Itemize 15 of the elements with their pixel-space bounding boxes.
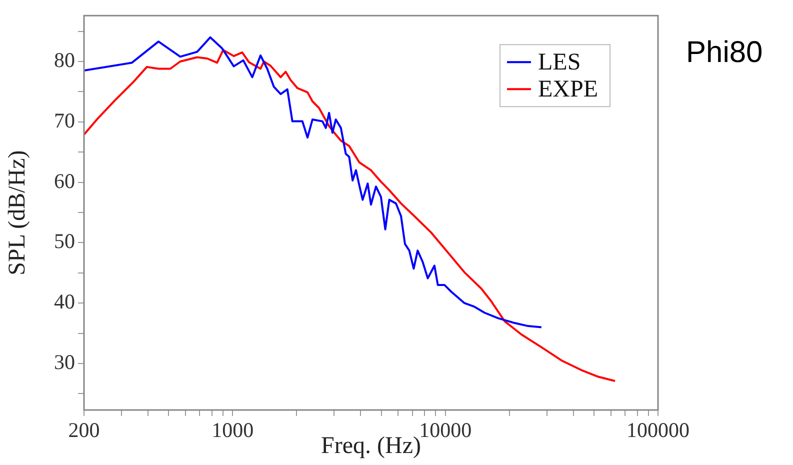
y-tick-label: 50 (54, 229, 75, 254)
y-tick-label: 80 (54, 48, 75, 72)
y-tick-label: 30 (54, 350, 75, 374)
y-tick-label: 40 (54, 290, 75, 314)
x-tick-label: 200 (68, 418, 100, 442)
y-axis-title: SPL (dB/Hz) (4, 150, 31, 276)
x-tick-label: 1000 (212, 418, 254, 442)
x-axis-title: Freq. (Hz) (321, 432, 421, 459)
y-tick-label: 60 (54, 168, 75, 193)
y-tick-label: 70 (54, 108, 75, 132)
legend-label: LES (538, 49, 581, 76)
x-tick-label: 100000 (626, 418, 690, 442)
legend-label: EXPE (538, 76, 598, 102)
text: Phi80 (686, 36, 763, 70)
x-tick-label: 10000 (419, 418, 472, 442)
